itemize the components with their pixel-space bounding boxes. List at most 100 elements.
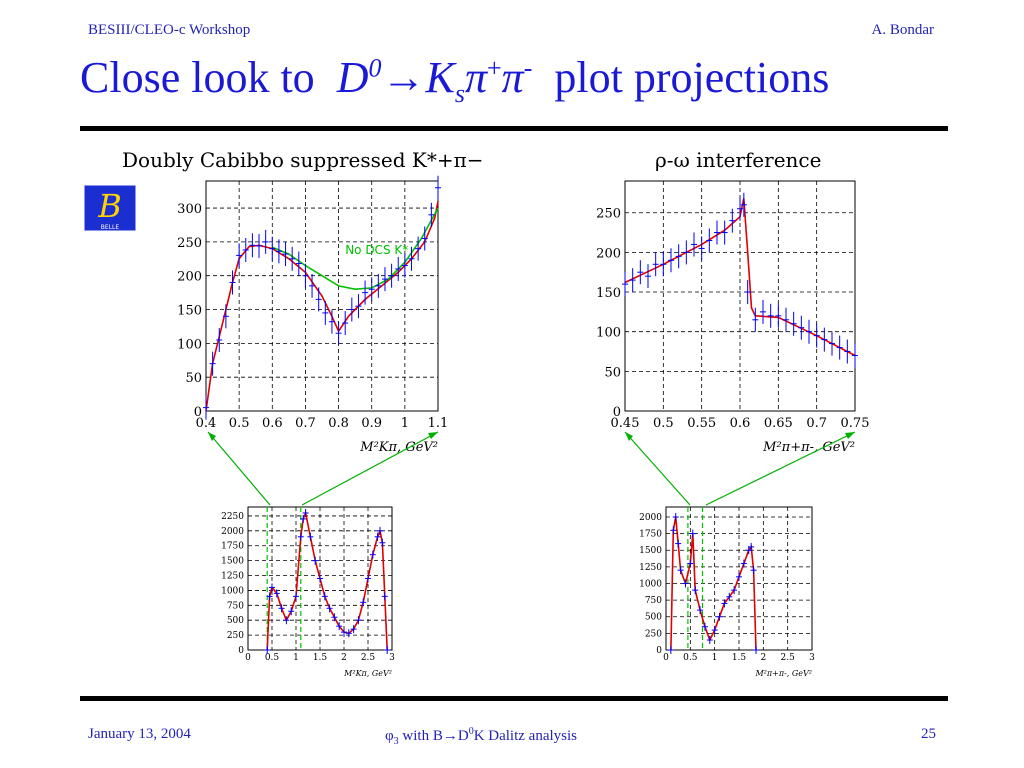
y-tick-label: 1500 <box>221 557 244 567</box>
chart-full-kpi: 0 0.5 1 1.5 2 2.5 3 0 250 500 750 1000 1250 1500 1750 2… <box>221 506 395 678</box>
y-tick-label: 150 <box>596 286 621 301</box>
x-tick-label: 0.65 <box>764 416 793 431</box>
x-tick-label: 0.4 <box>196 416 217 431</box>
y-tick-label: 1750 <box>639 530 662 540</box>
arrowhead-1b <box>428 432 438 439</box>
x-axis-label: M²Kπ, GeV² <box>359 440 438 455</box>
arrowhead-1a <box>208 432 216 441</box>
bottom-divider <box>80 696 948 701</box>
x-tick-label: 1.5 <box>732 653 747 663</box>
chart-full-pipi: 0 0.5 1 1.5 2 2.5 3 0 250 500 750 1000 1250 1500 1750 2… <box>639 506 815 678</box>
footer-phi-sub: 3 <box>393 736 399 747</box>
y-tick-label: 2000 <box>639 513 662 523</box>
x-tick-label: 0 <box>245 653 251 663</box>
y-tick-label: 250 <box>227 631 244 641</box>
chart2-title: ρ-ω interference <box>655 148 821 172</box>
zoom-arrowheads <box>208 432 855 441</box>
x-tick-label: 1.1 <box>428 416 449 431</box>
y-tick-label: 200 <box>177 270 202 285</box>
title-k: K <box>425 53 455 102</box>
x-tick-label: 0.9 <box>361 416 382 431</box>
title-pi2: π <box>501 53 524 102</box>
y-tick-label: 500 <box>645 613 662 623</box>
y-tick-label: 0 <box>656 646 662 656</box>
y-tick-label: 100 <box>596 326 621 341</box>
no-dcs-curve <box>271 207 439 291</box>
title-pi1: π <box>464 53 487 102</box>
fit-curve <box>205 201 439 412</box>
x-tick-label: 0.7 <box>295 416 316 431</box>
y-tick-label: 1000 <box>639 579 662 589</box>
x-tick-label: 2 <box>760 653 766 663</box>
y-tick-label: 0 <box>613 405 621 420</box>
y-tick-label: 50 <box>185 371 202 386</box>
x-axis-label: M²π+π-, GeV² <box>762 440 855 455</box>
y-tick-label: 250 <box>596 207 621 222</box>
no-dcs-annotation: No DCS K* <box>345 243 408 257</box>
belle-logo: B BELLE <box>83 184 137 232</box>
y-tick-label: 2250 <box>221 512 244 522</box>
x-tick-label: 0.6 <box>262 416 283 431</box>
x-tick-label: 0.5 <box>653 416 674 431</box>
x-tick-label: 0.7 <box>806 416 827 431</box>
x-tick-label: 2 <box>341 653 347 663</box>
y-tick-label: 50 <box>604 365 621 380</box>
x-tick-label: 1 <box>401 416 409 431</box>
y-tick-label: 1500 <box>639 546 662 556</box>
x-tick-label: 0.8 <box>328 416 349 431</box>
footer-date: January 13, 2004 <box>88 726 191 742</box>
y-tick-label: 2000 <box>221 527 244 537</box>
title-arrow: → <box>381 53 426 102</box>
chart1-title: Doubly Cabibbo suppressed K*+π− <box>122 148 484 172</box>
zoom-arrow-2b <box>705 431 856 506</box>
fit-curve <box>624 198 856 357</box>
slide-title: Close look to D0→Ksπ+π- plot projections <box>80 52 980 109</box>
y-tick-label: 500 <box>227 616 244 626</box>
x-tick-label: 0.55 <box>687 416 716 431</box>
y-tick-label: 1250 <box>639 563 662 573</box>
title-pi1-sup: + <box>487 53 502 83</box>
title-k-sub: s <box>454 78 465 108</box>
y-tick-label: 200 <box>596 246 621 261</box>
chart-rho-omega: 0.45 0.5 0.55 0.6 0.65 0.7 0.75 0 50 100 150 200 250… <box>596 180 870 455</box>
x-tick-label: 3 <box>809 653 815 663</box>
footer-sup: 0 <box>468 726 474 737</box>
y-tick-label: 1750 <box>221 542 244 552</box>
chart-dcs-kpi: 0.4 0.5 0.6 0.7 0.8 0.9 1 1.1 0 50 100 150 200 250 300… <box>177 175 449 455</box>
title-suffix: plot projections <box>554 53 830 102</box>
y-tick-label: 100 <box>177 337 202 352</box>
zoom-arrows <box>207 431 856 506</box>
arrowhead-2a <box>625 432 633 441</box>
x-tick-label: 3 <box>389 653 395 663</box>
header-workshop: BESIII/CLEO-c Workshop <box>88 22 251 38</box>
title-d: D <box>336 53 369 102</box>
belle-logo-letter: B <box>97 187 122 225</box>
y-tick-label: 0 <box>238 646 244 656</box>
arrowhead-2b <box>845 432 855 439</box>
y-tick-label: 150 <box>177 304 202 319</box>
footer-phi: φ <box>385 728 394 744</box>
x-tick-label: 1.5 <box>313 653 328 663</box>
title-d-sup: 0 <box>368 53 382 83</box>
y-tick-label: 1000 <box>221 586 244 596</box>
x-tick-label: 0.6 <box>730 416 751 431</box>
x-tick-label: 0.5 <box>265 653 280 663</box>
x-tick-label: 0.75 <box>841 416 870 431</box>
y-tick-label: 750 <box>227 601 244 611</box>
belle-logo-text: BELLE <box>101 224 120 231</box>
footer-topic: φ3 with B→D0K Dalitz analysis <box>385 726 577 747</box>
header-author: A. Bondar <box>871 22 935 38</box>
top-divider <box>80 126 948 131</box>
x-tick-label: 0.5 <box>229 416 250 431</box>
zoom-arrow-1a <box>207 431 271 506</box>
y-tick-label: 250 <box>645 629 662 639</box>
x-tick-label: 0.5 <box>683 653 698 663</box>
x-tick-label: 1 <box>712 653 718 663</box>
y-tick-label: 300 <box>177 202 202 217</box>
footer-end: K Dalitz analysis <box>473 728 577 744</box>
x-tick-label: 0 <box>663 653 669 663</box>
fit-curve <box>266 510 388 651</box>
y-tick-label: 1250 <box>221 572 244 582</box>
y-tick-label: 250 <box>177 236 202 251</box>
